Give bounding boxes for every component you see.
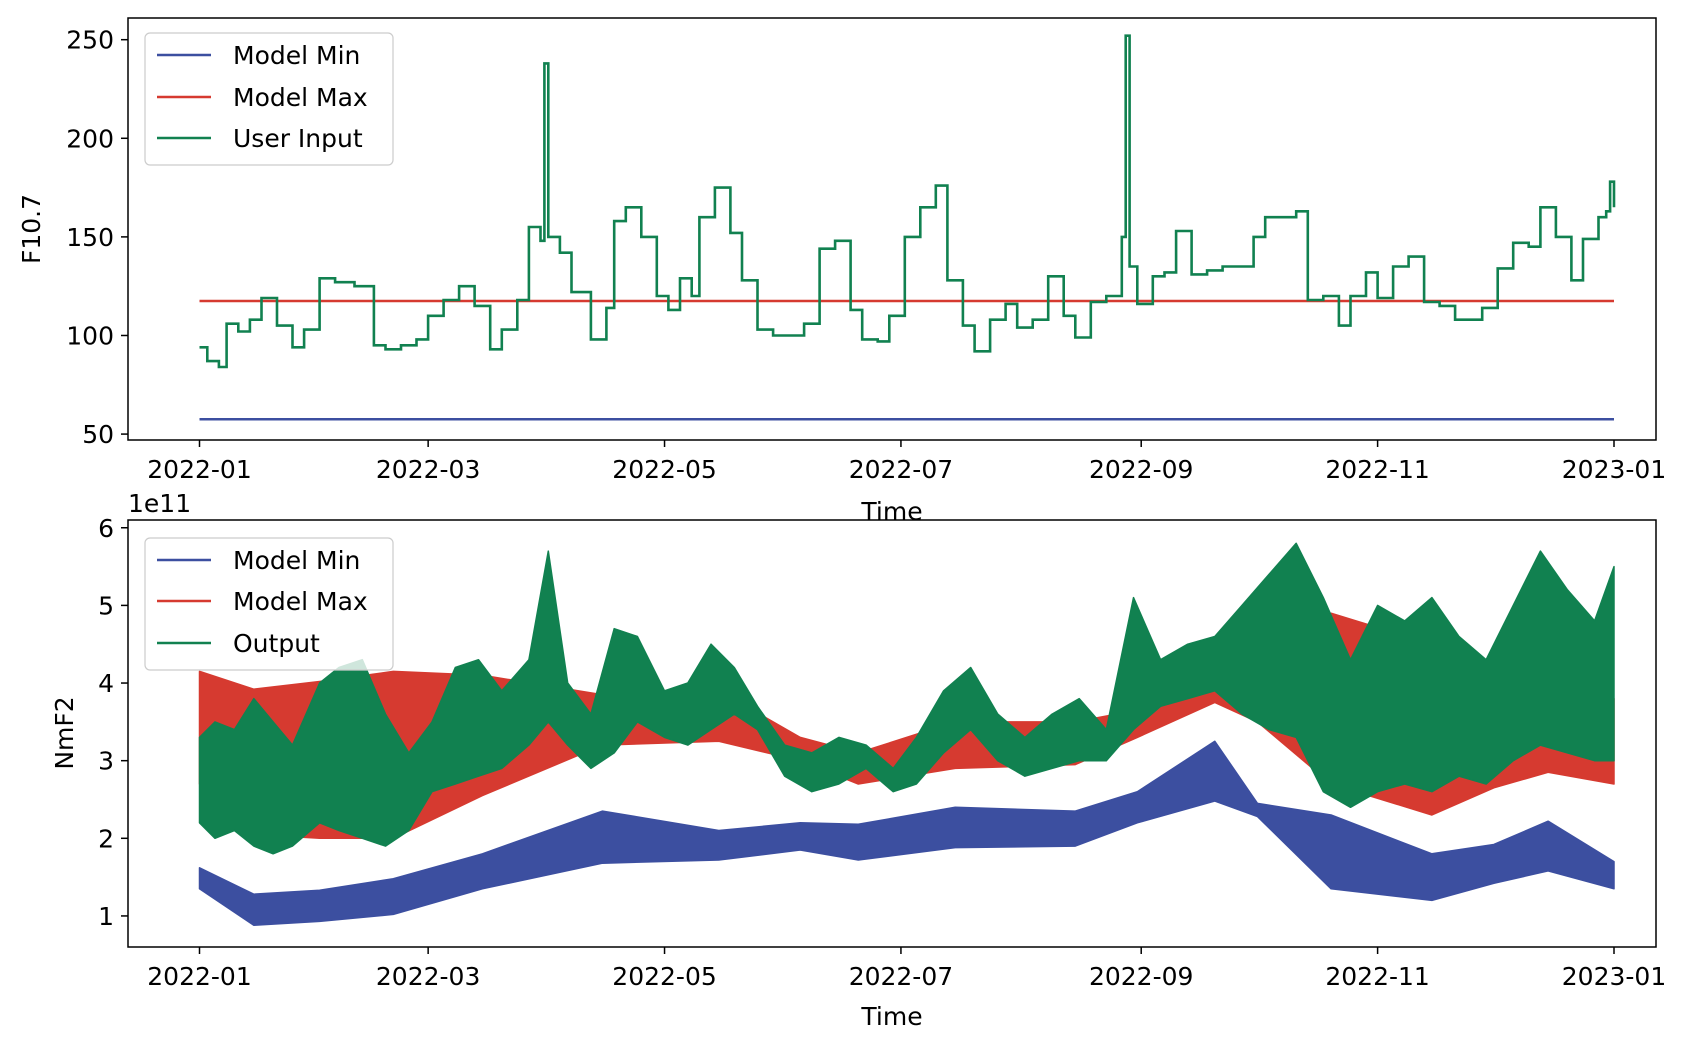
bottom-x-tick-label: 2022-01 [147, 962, 251, 991]
top-y-tick-label: 250 [66, 26, 114, 55]
bottom-legend-label-model-max: Model Max [233, 587, 368, 616]
top-x-tick-label: 2022-05 [612, 455, 716, 484]
top-y-axis-label: F10.7 [17, 194, 46, 264]
bottom-x-tick-label: 2022-05 [612, 962, 716, 991]
bottom-y-ticks: 1 2 3 4 5 6 [98, 514, 128, 931]
bottom-x-ticks: 2022-01 2022-03 2022-05 2022-07 2022-09 2022-… [147, 947, 1666, 991]
bottom-series-model-min [198, 740, 1615, 927]
top-y-tick-label: 150 [66, 223, 114, 252]
bottom-y-axis-label: NmF2 [50, 696, 79, 769]
top-x-tick-label: 2023-01 [1562, 455, 1666, 484]
top-legend-label-user-input: User Input [233, 124, 363, 153]
bottom-y-tick-label: 5 [98, 591, 114, 620]
bottom-legend-box [144, 537, 394, 671]
top-x-tick-label: 2022-01 [147, 455, 251, 484]
bottom-y-offset-label: 1e11 [128, 489, 191, 518]
bottom-y-tick-label: 3 [98, 747, 114, 776]
top-panel: 2022-01 2022-03 2022-05 2022-07 2022-09 2022-… [17, 17, 1666, 526]
top-plot-frame [127, 17, 1657, 441]
bottom-plot-frame [127, 519, 1657, 948]
top-y-ticks: 50 100 150 200 250 [66, 26, 128, 449]
bottom-x-tick-label: 2023-01 [1562, 962, 1666, 991]
bottom-x-tick-label: 2022-09 [1089, 962, 1193, 991]
bottom-x-tick-label: 2022-11 [1325, 962, 1429, 991]
top-legend: Model Min Model Max User Input [144, 32, 394, 166]
top-x-tick-label: 2022-03 [376, 455, 480, 484]
top-y-tick-label: 100 [66, 321, 114, 350]
bottom-series-group [198, 542, 1615, 927]
bottom-y-tick-label: 1 [98, 902, 114, 931]
bottom-x-axis-label: Time [860, 1002, 922, 1031]
bottom-panel: 2022-01 2022-03 2022-05 2022-07 2022-09 2022-… [50, 489, 1666, 1031]
top-legend-box [144, 32, 394, 166]
top-legend-label-model-max: Model Max [233, 83, 368, 112]
bottom-legend: Model Min Model Max Output [144, 537, 394, 671]
bottom-series-output [198, 542, 1615, 855]
bottom-y-tick-label: 6 [98, 514, 114, 543]
bottom-x-tick-label: 2022-07 [849, 962, 953, 991]
top-legend-label-model-min: Model Min [233, 41, 360, 70]
top-x-axis-label: Time [860, 497, 922, 526]
top-x-ticks: 2022-01 2022-03 2022-05 2022-07 2022-09 2022-… [147, 440, 1666, 484]
top-x-tick-label: 2022-07 [849, 455, 953, 484]
top-x-tick-label: 2022-11 [1325, 455, 1429, 484]
top-y-tick-label: 50 [82, 420, 114, 449]
bottom-legend-label-output: Output [233, 629, 320, 658]
bottom-x-tick-label: 2022-03 [376, 962, 480, 991]
bottom-legend-label-model-min: Model Min [233, 546, 360, 575]
top-series-group [199, 34, 1616, 421]
top-y-tick-label: 200 [66, 124, 114, 153]
bottom-y-tick-label: 4 [98, 669, 114, 698]
bottom-y-tick-label: 2 [98, 824, 114, 853]
top-series-user-input [199, 34, 1616, 369]
top-x-tick-label: 2022-09 [1089, 455, 1193, 484]
